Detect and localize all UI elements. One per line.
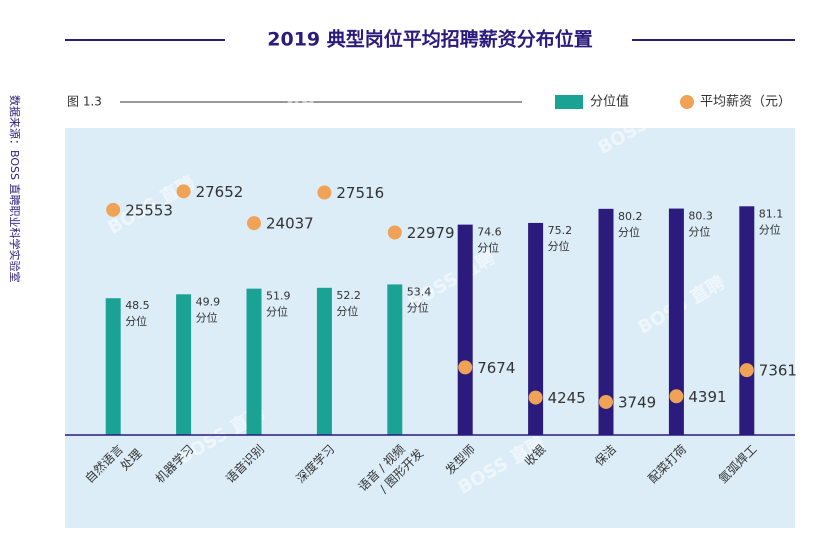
bar — [457, 224, 473, 435]
value-label: 74.6 — [477, 226, 502, 239]
value-unit: 分位 — [196, 310, 218, 324]
dot-label: 22979 — [407, 224, 455, 242]
value-label: 49.9 — [196, 295, 221, 308]
value-label: 53.4 — [407, 285, 432, 298]
value-unit: 分位 — [548, 239, 570, 253]
figure-label: 图 1.3 — [67, 95, 102, 109]
dot-label: 27516 — [336, 184, 384, 202]
value-unit: 分位 — [477, 241, 499, 255]
value-label: 80.2 — [618, 210, 643, 223]
value-unit: 分位 — [125, 314, 147, 328]
bar — [598, 208, 614, 435]
bar — [246, 288, 262, 435]
value-unit: 分位 — [688, 225, 710, 239]
legend-swatch — [680, 95, 694, 109]
value-label: 75.2 — [548, 224, 573, 237]
dot-label: 4391 — [688, 388, 726, 406]
dot-label: 7361 — [759, 362, 797, 380]
dot — [599, 394, 613, 409]
value-label: 52.2 — [336, 289, 361, 302]
chart-title: 2019 典型岗位平均招聘薪资分布位置 — [267, 28, 593, 51]
bar — [316, 287, 332, 435]
bar — [176, 294, 192, 435]
legend-swatch — [555, 95, 583, 109]
bar — [739, 206, 755, 435]
dot-label: 4245 — [548, 389, 586, 407]
dot — [317, 185, 332, 200]
bar — [668, 208, 684, 435]
dot — [528, 390, 543, 405]
dot — [106, 202, 121, 217]
dot — [247, 216, 261, 231]
value-unit: 分位 — [266, 305, 288, 319]
dot — [739, 363, 754, 378]
source-note: 数据来源：BOSS 直聘职业科学实验室 — [8, 95, 22, 282]
value-label: 51.9 — [266, 290, 291, 303]
dot — [387, 225, 402, 240]
value-label: 81.1 — [759, 207, 784, 220]
value-label: 48.5 — [125, 299, 150, 312]
bar — [105, 298, 121, 435]
dot — [669, 389, 684, 404]
value-unit: 分位 — [759, 222, 781, 236]
value-unit: 分位 — [618, 225, 640, 239]
dot-label: 27652 — [196, 183, 244, 201]
bar — [387, 284, 403, 435]
value-unit: 分位 — [407, 300, 429, 314]
dot-label: 24037 — [266, 215, 314, 233]
dot — [176, 184, 191, 199]
dot-label: 7674 — [477, 359, 515, 377]
dot-label: 3749 — [618, 393, 656, 411]
legend-label: 分位值 — [590, 94, 629, 110]
value-label: 80.3 — [688, 210, 713, 223]
dot-label: 25553 — [125, 201, 173, 219]
dot — [458, 360, 473, 375]
watermark: BOSS 直聘 — [284, 51, 379, 118]
legend-label: 平均薪资（元） — [700, 95, 791, 110]
value-unit: 分位 — [336, 304, 358, 318]
bar — [528, 222, 544, 435]
